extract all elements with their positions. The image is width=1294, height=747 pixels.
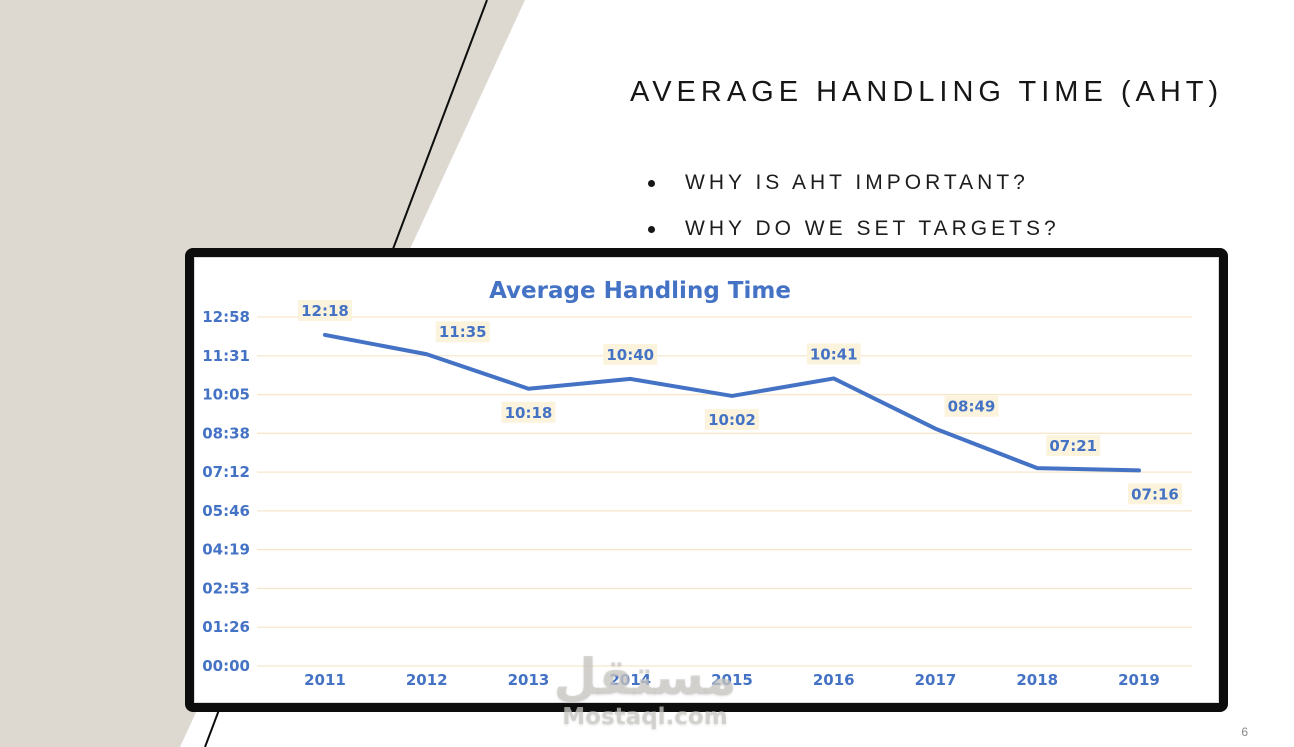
svg-text:2015: 2015 xyxy=(711,671,753,689)
svg-text:2011: 2011 xyxy=(304,671,346,689)
svg-text:10:40: 10:40 xyxy=(606,346,654,364)
svg-text:07:16: 07:16 xyxy=(1131,485,1179,503)
bullet-item: WHY IS AHT IMPORTANT? xyxy=(648,160,1060,206)
bullet-text: WHY DO WE SET TARGETS? xyxy=(685,217,1060,240)
svg-text:11:35: 11:35 xyxy=(439,323,487,341)
svg-text:10:41: 10:41 xyxy=(810,345,858,363)
svg-text:00:00: 00:00 xyxy=(202,657,250,675)
svg-text:2019: 2019 xyxy=(1118,671,1160,689)
page-number: 6 xyxy=(1241,725,1248,739)
chart-container: Average Handling Time 12:58 11:31 10:05 08:… xyxy=(194,257,1219,703)
svg-text:05:46: 05:46 xyxy=(202,502,250,520)
svg-text:12:58: 12:58 xyxy=(202,308,250,326)
slide-title: AVERAGE HANDLING TIME (AHT) xyxy=(630,76,1224,108)
svg-text:07:12: 07:12 xyxy=(202,463,250,481)
bullet-icon xyxy=(648,225,655,233)
svg-text:01:26: 01:26 xyxy=(202,618,250,636)
chart-frame: Average Handling Time 12:58 11:31 10:05 08:… xyxy=(185,248,1228,712)
bullet-list: WHY IS AHT IMPORTANT? WHY DO WE SET TARG… xyxy=(648,160,1060,252)
svg-text:11:31: 11:31 xyxy=(202,347,250,365)
bullet-item: WHY DO WE SET TARGETS? xyxy=(648,206,1060,252)
svg-text:2016: 2016 xyxy=(813,671,855,689)
line-chart: 12:58 11:31 10:05 08:38 07:12 05:46 04:19 02:53… xyxy=(202,299,1192,689)
chart-title: Average Handling Time xyxy=(489,278,791,304)
svg-text:10:18: 10:18 xyxy=(505,404,553,422)
svg-text:2018: 2018 xyxy=(1016,671,1058,689)
svg-text:02:53: 02:53 xyxy=(202,579,250,597)
svg-text:08:49: 08:49 xyxy=(948,398,996,416)
svg-text:04:19: 04:19 xyxy=(202,541,250,559)
bullet-icon xyxy=(648,179,655,187)
bullet-text: WHY IS AHT IMPORTANT? xyxy=(685,171,1029,194)
svg-text:2013: 2013 xyxy=(508,671,550,689)
svg-text:07:21: 07:21 xyxy=(1049,437,1097,455)
svg-text:10:05: 10:05 xyxy=(202,386,250,404)
svg-text:2014: 2014 xyxy=(609,671,651,689)
svg-text:08:38: 08:38 xyxy=(202,424,250,442)
svg-text:10:02: 10:02 xyxy=(708,411,756,429)
svg-text:2012: 2012 xyxy=(406,671,448,689)
svg-text:2017: 2017 xyxy=(915,671,957,689)
svg-text:12:18: 12:18 xyxy=(301,302,349,320)
